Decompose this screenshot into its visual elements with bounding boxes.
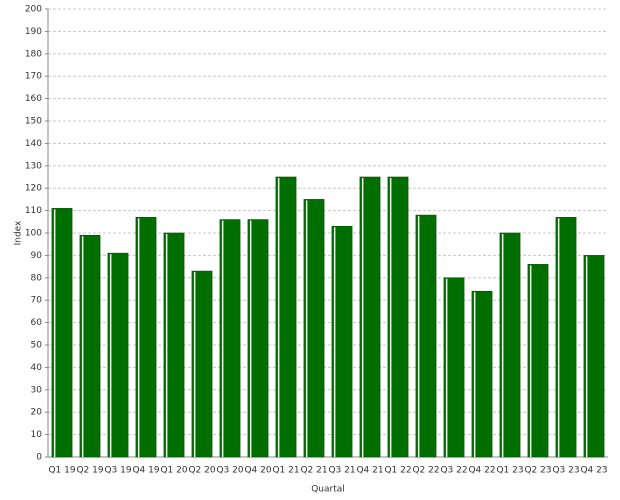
- y-tick-label: 100: [25, 229, 42, 239]
- bar: [275, 176, 297, 458]
- bar-highlight: [445, 278, 448, 457]
- x-tick-label: Q4 20: [244, 466, 271, 476]
- x-tick-label: Q2 19: [76, 466, 103, 476]
- y-tick-label: 180: [25, 49, 42, 59]
- x-axis-label: Quartal: [311, 485, 345, 495]
- bar-highlight: [529, 265, 532, 457]
- bar-highlight: [193, 272, 196, 457]
- x-tick-label: Q1 19: [48, 466, 75, 476]
- bar-highlight: [249, 220, 252, 457]
- y-tick-label: 30: [31, 385, 43, 395]
- x-tick-label: Q3 19: [104, 466, 131, 476]
- bar: [247, 219, 269, 458]
- y-tick-label: 70: [31, 296, 43, 306]
- y-tick-label: 20: [31, 408, 43, 418]
- y-tick-label: 190: [25, 27, 42, 37]
- y-tick-label: 90: [31, 251, 43, 261]
- bar: [79, 234, 101, 458]
- bar-highlight: [501, 234, 504, 457]
- bar-highlight: [165, 234, 168, 457]
- y-tick-label: 10: [31, 430, 43, 440]
- bar-highlight: [81, 236, 84, 457]
- bar: [191, 270, 213, 458]
- x-tick-label: Q2 22: [412, 466, 439, 476]
- x-tick-label: Q3 23: [552, 466, 579, 476]
- bar-highlight: [333, 227, 336, 457]
- y-tick-label: 60: [31, 318, 43, 328]
- x-tick-label: Q4 21: [356, 466, 383, 476]
- x-tick-label: Q1 21: [272, 466, 299, 476]
- bar-highlight: [109, 254, 112, 457]
- x-tick-label: Q1 22: [384, 466, 411, 476]
- bar: [443, 277, 465, 458]
- bar-highlight: [53, 209, 56, 457]
- bar-highlight: [557, 218, 560, 457]
- x-tick-label: Q4 23: [580, 466, 607, 476]
- bar: [471, 290, 493, 458]
- y-axis-label: Index: [14, 220, 24, 245]
- y-tick-label: 0: [36, 453, 42, 463]
- x-tick-label: Q2 21: [300, 466, 327, 476]
- y-tick-label: 110: [25, 206, 42, 216]
- bar: [51, 208, 73, 458]
- x-tick-label: Q3 20: [216, 466, 243, 476]
- y-tick-label: 170: [25, 72, 42, 82]
- x-tick-label: Q4 22: [468, 466, 495, 476]
- y-tick-label: 80: [31, 273, 43, 283]
- bar-highlight: [473, 292, 476, 457]
- y-tick-label: 160: [25, 94, 42, 104]
- x-tick-label: Q3 21: [328, 466, 355, 476]
- bar-highlight: [389, 178, 392, 457]
- bar: [359, 176, 381, 458]
- y-tick-label: 130: [25, 161, 42, 171]
- bar-highlight: [305, 200, 308, 457]
- bar-highlight: [585, 256, 588, 457]
- bar-highlight: [137, 218, 140, 457]
- x-tick-label: Q4 19: [132, 466, 159, 476]
- y-tick-label: 200: [25, 5, 42, 15]
- x-tick-label: Q3 22: [440, 466, 467, 476]
- bar: [163, 232, 185, 458]
- bar-highlight: [221, 220, 224, 457]
- bar: [219, 219, 241, 458]
- bar: [107, 252, 129, 458]
- bar-highlight: [417, 216, 420, 457]
- x-tick-label: Q2 20: [188, 466, 215, 476]
- y-tick-label: 50: [31, 341, 43, 351]
- bar: [303, 199, 325, 458]
- bar: [415, 214, 437, 458]
- bar: [331, 225, 353, 458]
- bar: [527, 264, 549, 458]
- bar: [555, 217, 577, 458]
- bar: [135, 217, 157, 458]
- x-tick-label: Q1 20: [160, 466, 187, 476]
- bar: [499, 232, 521, 458]
- y-tick-label: 150: [25, 117, 42, 127]
- x-tick-label: Q1 23: [496, 466, 523, 476]
- bar-highlight: [277, 178, 280, 457]
- bar: [387, 176, 409, 458]
- y-tick-label: 120: [25, 184, 42, 194]
- bar-highlight: [361, 178, 364, 457]
- y-tick-label: 140: [25, 139, 42, 149]
- y-tick-label: 40: [31, 363, 43, 373]
- bar: [583, 255, 605, 458]
- x-tick-label: Q2 23: [524, 466, 551, 476]
